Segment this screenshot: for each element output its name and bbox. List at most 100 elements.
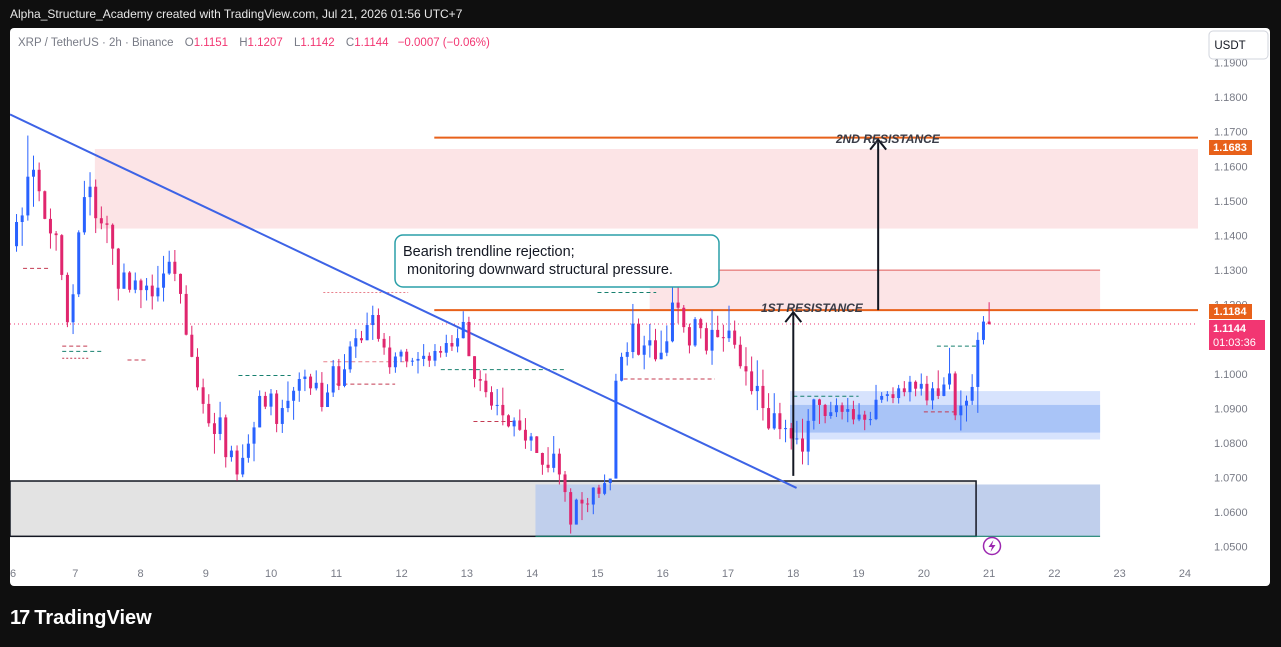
candle[interactable] — [942, 377, 946, 397]
candle[interactable] — [518, 409, 522, 431]
candle[interactable] — [733, 320, 737, 349]
candle[interactable] — [467, 316, 471, 357]
candle[interactable] — [512, 417, 516, 437]
candle[interactable] — [167, 250, 171, 275]
candle[interactable] — [376, 308, 380, 342]
candle[interactable] — [868, 411, 872, 426]
candle[interactable] — [687, 323, 691, 354]
candle[interactable] — [388, 336, 392, 374]
candle[interactable] — [631, 303, 635, 359]
candle[interactable] — [416, 352, 420, 374]
candle[interactable] — [648, 324, 652, 358]
candle[interactable] — [337, 358, 341, 391]
candle[interactable] — [959, 390, 963, 431]
candle[interactable] — [331, 359, 335, 397]
candle[interactable] — [26, 135, 30, 221]
candle[interactable] — [840, 402, 844, 420]
candle[interactable] — [133, 272, 137, 294]
candle[interactable] — [65, 272, 69, 328]
candle[interactable] — [371, 305, 375, 340]
candle[interactable] — [48, 208, 52, 249]
candle[interactable] — [54, 230, 58, 251]
candle[interactable] — [15, 214, 19, 252]
candle[interactable] — [767, 393, 771, 430]
candle[interactable] — [405, 348, 409, 368]
candle[interactable] — [422, 344, 426, 367]
candle[interactable] — [122, 263, 126, 289]
candle[interactable] — [823, 403, 827, 424]
candle[interactable] — [981, 316, 985, 345]
zone-resistance-1[interactable] — [649, 270, 1101, 311]
candle[interactable] — [43, 190, 47, 220]
candle[interactable] — [738, 336, 742, 369]
candle[interactable] — [750, 356, 754, 395]
candle[interactable] — [88, 172, 92, 216]
candle[interactable] — [603, 474, 607, 496]
candle[interactable] — [145, 278, 149, 301]
candle[interactable] — [263, 391, 267, 410]
candle[interactable] — [637, 318, 641, 356]
candle[interactable] — [179, 273, 183, 304]
candle[interactable] — [897, 384, 901, 404]
candle[interactable] — [586, 497, 590, 513]
candle[interactable] — [190, 325, 194, 358]
candle[interactable] — [71, 284, 75, 335]
candle[interactable] — [710, 309, 714, 365]
candle[interactable] — [931, 382, 935, 410]
candle[interactable] — [772, 393, 776, 430]
candle[interactable] — [246, 434, 250, 463]
candle[interactable] — [320, 372, 324, 412]
candle[interactable] — [540, 452, 544, 475]
candle[interactable] — [591, 487, 595, 515]
candle[interactable] — [275, 390, 279, 433]
candle[interactable] — [557, 448, 561, 485]
candle[interactable] — [846, 398, 850, 423]
candle[interactable] — [31, 155, 35, 207]
candle[interactable] — [201, 378, 205, 414]
candle[interactable] — [393, 352, 397, 373]
candle[interactable] — [314, 370, 318, 391]
candle[interactable] — [241, 444, 245, 478]
candle[interactable] — [354, 329, 358, 358]
candle[interactable] — [218, 401, 222, 441]
candle[interactable] — [552, 436, 556, 473]
trendline-callout[interactable]: Bearish trendline rejection; monitoring … — [394, 234, 720, 288]
candle[interactable] — [37, 162, 41, 202]
tradingview-logo[interactable]: 17 TradingView — [10, 607, 152, 630]
candle[interactable] — [812, 398, 816, 430]
candle[interactable] — [919, 373, 923, 396]
candle[interactable] — [778, 402, 782, 440]
candle[interactable] — [60, 234, 64, 281]
candle[interactable] — [885, 391, 889, 402]
candle[interactable] — [829, 401, 833, 419]
candle[interactable] — [77, 230, 81, 298]
candle[interactable] — [948, 347, 952, 390]
candle[interactable] — [523, 418, 527, 449]
candle[interactable] — [874, 384, 878, 421]
candle[interactable] — [450, 335, 454, 351]
candle[interactable] — [99, 206, 103, 230]
candle[interactable] — [563, 470, 567, 502]
candle[interactable] — [410, 357, 414, 366]
candle[interactable] — [427, 352, 431, 367]
candle[interactable] — [784, 419, 788, 443]
candle[interactable] — [580, 492, 584, 521]
candle[interactable] — [456, 328, 460, 353]
candle[interactable] — [665, 325, 669, 357]
candle[interactable] — [744, 347, 748, 386]
candle[interactable] — [490, 386, 494, 410]
candle[interactable] — [128, 271, 132, 293]
candle[interactable] — [184, 285, 188, 336]
candle[interactable] — [659, 330, 663, 360]
lightning-event-icon[interactable] — [982, 536, 1002, 556]
support-box-outline[interactable] — [10, 480, 977, 538]
candle[interactable] — [976, 332, 980, 413]
zone-supply-0[interactable] — [94, 149, 1198, 229]
candle[interactable] — [224, 414, 228, 468]
candle[interactable] — [94, 179, 98, 234]
candle[interactable] — [642, 335, 646, 370]
candle[interactable] — [851, 400, 855, 425]
price-chart[interactable]: 1.0500 1.0600 1.0700 1.0800 1.0900 1.1000 1.11… — [10, 28, 1270, 586]
candle[interactable] — [444, 334, 448, 357]
candle[interactable] — [727, 305, 731, 342]
